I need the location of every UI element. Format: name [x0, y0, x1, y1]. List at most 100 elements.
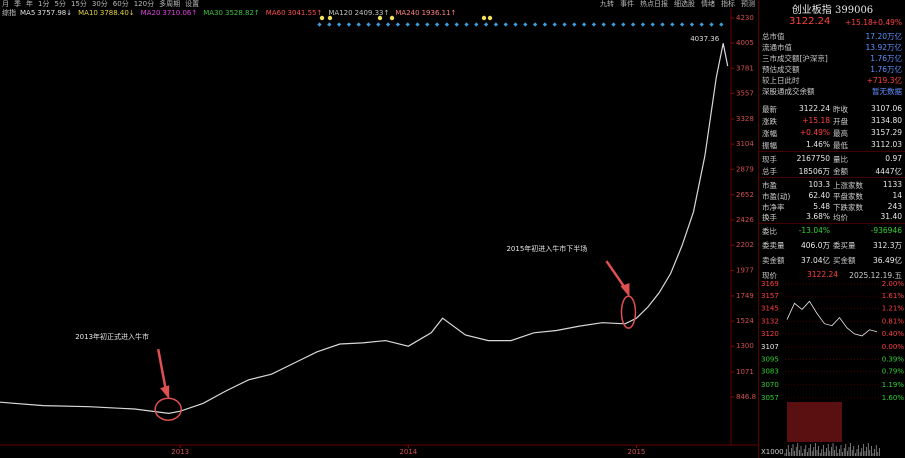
row-value: 0.97 — [885, 154, 902, 163]
row-label: 均价 — [833, 213, 848, 222]
y-tick-label: 2652 — [736, 191, 754, 199]
row-label: 卖金额 — [762, 256, 785, 265]
row-value: 2167750 — [796, 154, 830, 163]
quote-change: +15.18 — [845, 18, 873, 27]
row-label: 现手 — [762, 155, 777, 164]
highlight-circle — [154, 397, 182, 421]
volume-unit: X1000 — [761, 448, 784, 456]
row-label: 市盈 — [762, 181, 777, 190]
row-value: 103.3 — [808, 180, 830, 189]
row-value: 37.04亿 — [801, 256, 830, 265]
quote-change-pct: +0.49% — [871, 18, 902, 27]
info-value: 17.20万亿 — [865, 32, 902, 41]
event-icon — [689, 22, 695, 27]
period-tab[interactable]: 60分 — [113, 0, 129, 8]
event-icon — [336, 22, 342, 27]
y-tick-label: 3095 — [761, 355, 779, 363]
period-tab[interactable]: 30分 — [92, 0, 108, 8]
intraday-label: 现价 — [762, 271, 777, 280]
info-value: +719.3亿 — [866, 76, 902, 85]
period-tab[interactable]: 月 — [2, 0, 9, 8]
legend-name: MA120 — [328, 9, 352, 17]
event-icon — [679, 22, 685, 27]
event-dot — [319, 15, 325, 21]
info-label: 总市值 — [762, 32, 785, 41]
period-tab[interactable]: 季 — [14, 0, 21, 8]
event-icon — [532, 22, 538, 27]
info-label: 流通市值 — [762, 43, 792, 52]
y-tick-label: 4230 — [736, 14, 754, 22]
event-icon — [709, 22, 714, 27]
y-tick-label: 3169 — [761, 280, 779, 288]
period-tab[interactable]: 设置 — [185, 0, 199, 8]
event-icon — [562, 22, 567, 27]
event-icon — [581, 22, 587, 27]
info-label: 深股通成交余额 — [762, 87, 815, 96]
period-tab[interactable]: 15分 — [71, 0, 87, 8]
y-tick-label: 3145 — [761, 304, 779, 312]
row-value: 406.0万 — [801, 241, 830, 250]
tool-button[interactable]: 事件 — [620, 0, 634, 8]
period-tab[interactable]: 120分 — [134, 0, 154, 8]
event-icon — [601, 22, 606, 27]
row-value: 3107.06 — [870, 104, 902, 113]
row-label: 总手 — [762, 167, 777, 176]
y-tick-label: 4005 — [736, 39, 754, 47]
event-icon — [660, 22, 665, 27]
row-label: 上涨家数 — [833, 181, 863, 190]
legend-name: MA10 — [78, 9, 98, 17]
row-label: 平盘家数 — [833, 192, 863, 201]
event-icon — [376, 22, 381, 27]
event-icon — [572, 22, 577, 27]
row-value: 312.3万 — [873, 241, 902, 250]
row-divider — [759, 223, 905, 224]
volume-block — [787, 402, 842, 442]
event-icon — [552, 22, 557, 27]
row-value: 36.49亿 — [873, 256, 902, 265]
pct-label: 0.81% — [882, 318, 905, 326]
info-label: 较上日此时 — [762, 76, 800, 85]
intraday-date: 2025.12.19.五 — [849, 271, 902, 280]
tool-button[interactable]: 预测 — [741, 0, 755, 8]
pct-label: 2.00% — [882, 280, 905, 288]
row-label: 换手 — [762, 213, 777, 222]
row-value: 3.68% — [806, 212, 830, 221]
event-icon — [611, 22, 616, 27]
row-value: 1.46% — [806, 140, 830, 149]
tool-button[interactable]: 细选股 — [674, 0, 695, 8]
row-value: 3134.80 — [870, 116, 902, 125]
event-icon — [493, 22, 499, 27]
period-tab[interactable]: 年 — [26, 0, 33, 8]
row-value: 1133 — [882, 180, 902, 189]
row-value: 5.48 — [813, 202, 830, 211]
x-tick-label: 2015 — [628, 448, 646, 456]
period-tab[interactable]: 多周期 — [159, 0, 180, 8]
tool-button[interactable]: 九转 — [600, 0, 614, 8]
period-tab[interactable]: 5分 — [54, 0, 65, 8]
quote-title: 创业板指 399006 — [791, 5, 874, 16]
legend-value: 3788.40↓ — [100, 9, 135, 17]
tool-button[interactable]: 热点日报 — [640, 0, 668, 8]
period-tab[interactable]: 1分 — [38, 0, 49, 8]
event-icon — [630, 22, 636, 27]
tool-button[interactable]: 情绪 — [701, 0, 715, 8]
event-icon — [523, 22, 528, 27]
y-tick-label: 3083 — [761, 368, 779, 376]
pct-label: 0.40% — [882, 330, 905, 338]
event-icon — [346, 22, 352, 27]
pct-label: 1.60% — [882, 394, 905, 402]
y-tick-label: 3120 — [761, 330, 779, 338]
y-tick-label: 3557 — [736, 89, 754, 97]
row-divider — [759, 177, 905, 178]
tool-button[interactable]: 指标 — [721, 0, 735, 8]
annotation-text: 2015年初进入牛市下半场 — [506, 244, 587, 253]
event-icon — [719, 22, 724, 27]
event-dot — [481, 15, 487, 21]
event-icon — [317, 22, 322, 27]
row-value: 3112.03 — [870, 140, 902, 149]
y-tick-label: 2879 — [736, 165, 754, 173]
event-icon — [415, 22, 420, 27]
info-value: 暂无数据 — [872, 87, 902, 96]
legend-name: MA60 — [266, 9, 286, 17]
